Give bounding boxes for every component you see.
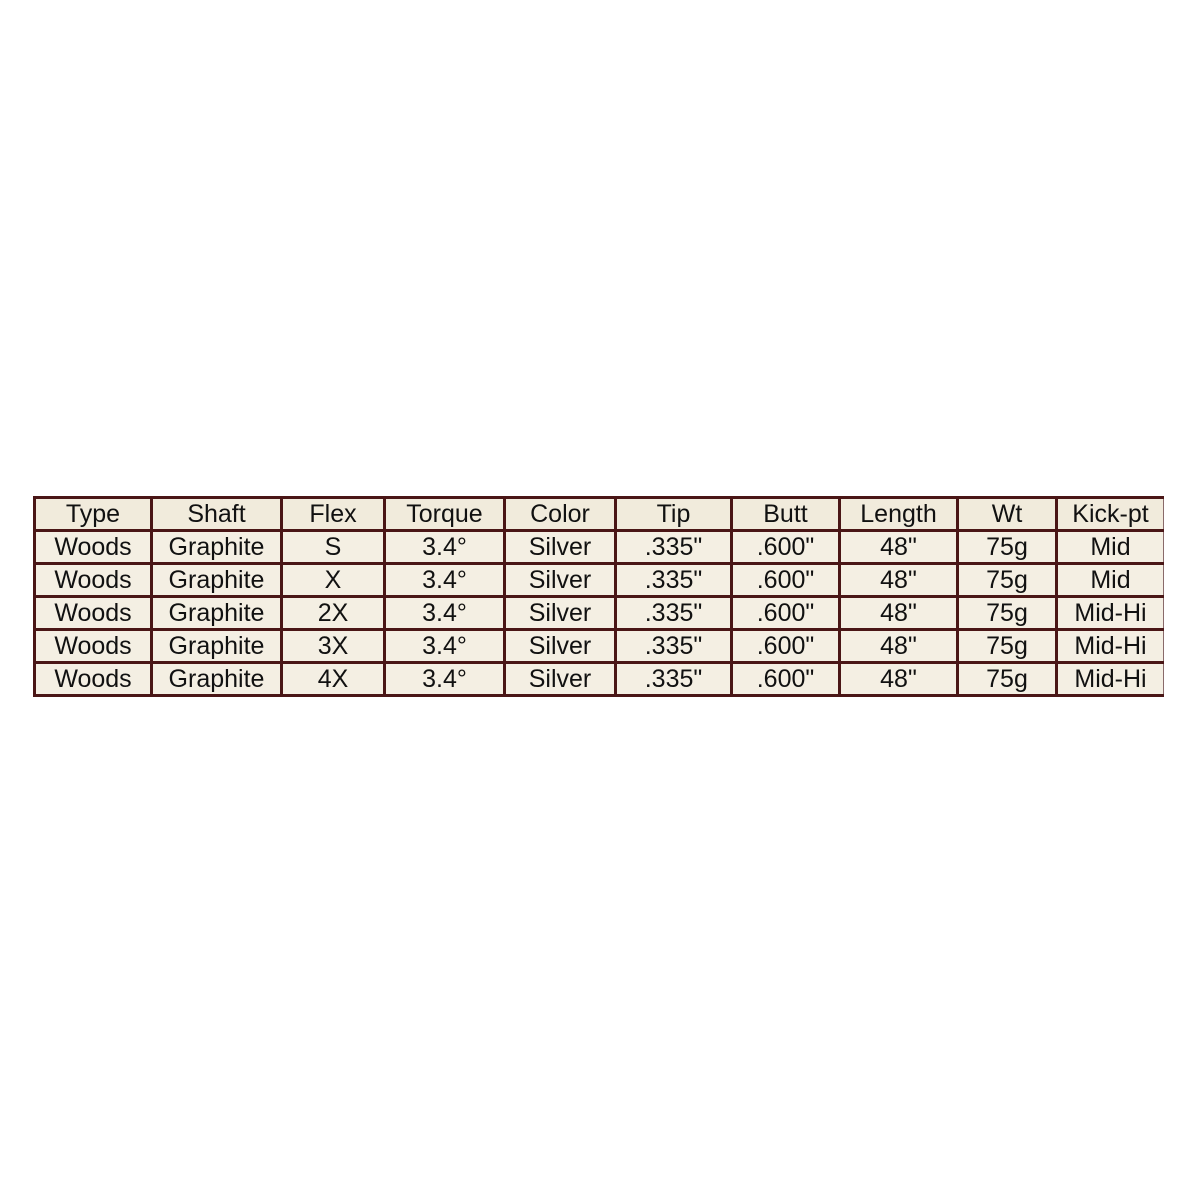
table-cell: 48" [838, 628, 959, 664]
header-row: Type Shaft Flex Torque Color Tip Butt Length Wt K… [33, 496, 1164, 532]
column-header: Tip [614, 496, 733, 532]
table-cell: 48" [838, 562, 959, 598]
table-cell: .600" [730, 529, 841, 565]
table-cell: 3.4° [383, 595, 506, 631]
table-cell: 4X [280, 661, 386, 697]
table-row: Woods Graphite S 3.4° Silver .335" .600" 48" 75g… [33, 529, 1164, 565]
table-cell: Graphite [150, 595, 283, 631]
table-cell: .600" [730, 595, 841, 631]
table-cell: 2X [280, 595, 386, 631]
table-cell: Silver [503, 595, 617, 631]
table-cell: 3.4° [383, 628, 506, 664]
table-cell: .600" [730, 628, 841, 664]
table-cell: Silver [503, 628, 617, 664]
table-cell: Graphite [150, 628, 283, 664]
table-cell: Silver [503, 529, 617, 565]
table-cell: .600" [730, 661, 841, 697]
column-header: Length [838, 496, 959, 532]
column-header: Wt [956, 496, 1058, 532]
table-cell: 3.4° [383, 562, 506, 598]
table-cell: 75g [956, 661, 1058, 697]
table-cell: Woods [33, 562, 153, 598]
column-header: Type [33, 496, 153, 532]
table-cell: .600" [730, 562, 841, 598]
table-cell: 75g [956, 529, 1058, 565]
table-cell: S [280, 529, 386, 565]
column-header: Kick-pt [1055, 496, 1164, 532]
table-cell: Woods [33, 661, 153, 697]
table-cell: .335" [614, 529, 733, 565]
table-cell: 75g [956, 562, 1058, 598]
table-cell: 48" [838, 529, 959, 565]
table-cell: 48" [838, 595, 959, 631]
shaft-spec-table: Type Shaft Flex Torque Color Tip Butt Length Wt K… [33, 496, 1164, 697]
table-cell: Mid [1055, 562, 1164, 598]
column-header: Torque [383, 496, 506, 532]
table-cell: .335" [614, 562, 733, 598]
column-header: Shaft [150, 496, 283, 532]
table-body: Type Shaft Flex Torque Color Tip Butt Length Wt K… [33, 496, 1164, 697]
table-row: Woods Graphite 2X 3.4° Silver .335" .600" 48" 75… [33, 595, 1164, 631]
table-row: Woods Graphite 3X 3.4° Silver .335" .600" 48" 75… [33, 628, 1164, 664]
table-cell: 3.4° [383, 529, 506, 565]
table-cell: 48" [838, 661, 959, 697]
table-cell: 3.4° [383, 661, 506, 697]
table-cell: X [280, 562, 386, 598]
table-cell: Mid-Hi [1055, 595, 1164, 631]
table-cell: Mid-Hi [1055, 628, 1164, 664]
table-row: Woods Graphite X 3.4° Silver .335" .600" 48" 75g… [33, 562, 1164, 598]
table-cell: Mid [1055, 529, 1164, 565]
table-cell: Silver [503, 562, 617, 598]
table-cell: Silver [503, 661, 617, 697]
table-cell: Woods [33, 529, 153, 565]
table-cell: Graphite [150, 661, 283, 697]
table-cell: Graphite [150, 562, 283, 598]
table-cell: .335" [614, 595, 733, 631]
table-cell: .335" [614, 661, 733, 697]
table-cell: 75g [956, 595, 1058, 631]
table-cell: Mid-Hi [1055, 661, 1164, 697]
table-cell: Woods [33, 628, 153, 664]
column-header: Butt [730, 496, 841, 532]
table-cell: .335" [614, 628, 733, 664]
table-cell: 3X [280, 628, 386, 664]
table-row: Woods Graphite 4X 3.4° Silver .335" .600" 48" 75… [33, 661, 1164, 697]
table-cell: Woods [33, 595, 153, 631]
column-header: Color [503, 496, 617, 532]
table-cell: 75g [956, 628, 1058, 664]
table-cell: Graphite [150, 529, 283, 565]
column-header: Flex [280, 496, 386, 532]
